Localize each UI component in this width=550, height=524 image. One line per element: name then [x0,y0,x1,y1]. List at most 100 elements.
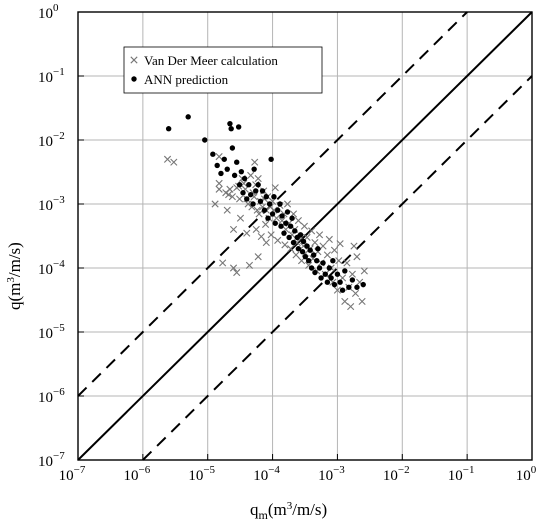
vdm-point [325,235,333,243]
vdm-point [215,179,223,187]
ann-point [165,126,172,132]
ann-point [326,265,333,271]
data-points [140,85,368,311]
vdm-point [228,193,236,201]
vdm-point [245,261,254,269]
vdm-point [254,174,262,183]
x-axis-label-superscript: 3 [287,500,293,512]
y-tick-label-base: 10 [38,326,53,342]
x-tick-label: 10−1 [448,464,475,484]
ann-point [334,271,341,277]
ann-point [214,162,220,169]
ann-point [324,279,331,285]
ann-point [234,159,240,165]
vdm-point [353,253,361,261]
ann-point [240,190,246,196]
ann-point [286,234,292,241]
x-tick-label-exponent: −3 [333,464,345,476]
ann-point [238,168,245,175]
y-tick-label-exponent: −3 [53,194,65,206]
x-tick-label-base: 10 [318,468,333,484]
ann-point [310,252,317,258]
vdm-point [308,227,316,235]
reference-line-dashed [142,75,533,461]
y-tick-label-exponent: −7 [53,450,65,462]
axis-ticks: 10−7 10−6 10−5 10−4 10−3 10−2 10−1 10010−710−61… [38,2,537,484]
x-axis-label-unit-start: (m [268,500,287,519]
vdm-point [244,200,252,208]
ann-point [284,209,291,215]
vdm-point [319,242,327,250]
vdm-point [287,245,295,253]
x-tick-label: 10−2 [383,464,410,484]
ann-point [229,145,236,151]
x-tick-label: 10−3 [318,464,345,484]
vdm-point [233,268,241,277]
ann-point [349,277,356,283]
ann-point [251,166,257,172]
ann-point [304,243,310,249]
ann-point [236,182,243,188]
ann-point [281,230,287,236]
vdm-point [257,232,265,241]
vdm-point [347,302,355,311]
y-tick-label: 10−6 [38,386,65,406]
vdm-point [351,289,360,298]
ann-point [257,198,264,205]
vdm-point [323,251,331,259]
ann-point [266,201,273,207]
vdm-point [348,270,356,278]
x-tick-label-exponent: −5 [203,464,215,476]
x-tick-label-base: 10 [188,468,203,484]
ann-point [246,182,252,188]
ann-point [295,246,302,252]
vdm-point [311,238,319,247]
vdm-point [350,242,358,250]
ann-point [279,213,285,219]
vdm-point [267,231,275,239]
ann-point [302,254,309,260]
vdm-point [226,185,234,193]
ann-point [221,156,227,162]
ann-point [185,114,191,120]
reference-line-dashed [77,11,468,397]
y-tick-label-exponent: −5 [53,322,65,334]
ann-point [308,265,315,271]
ann-point [231,172,238,179]
y-tick-label: 10−7 [38,450,65,470]
y-tick-label-base: 10 [38,70,53,86]
ann-point [316,265,323,271]
ann-point [202,137,208,143]
legend-label-ann: ANN prediction [144,72,229,87]
ann-point [287,223,294,229]
y-axis-label-superscript: 3 [5,277,17,283]
ann-point [307,247,313,253]
vdm-point [229,264,238,272]
vdm-point [333,286,342,294]
vdm-point [163,155,172,163]
y-tick-label-base: 10 [38,198,53,214]
x-tick-label-exponent: 0 [531,464,537,476]
legend-cross-glyph [130,56,138,64]
ann-point [265,215,271,221]
ann-point [271,194,277,200]
y-tick-label-exponent: −1 [53,66,65,78]
x-tick-label: 10−6 [123,464,150,484]
y-tick-label: 10−2 [38,130,65,150]
x-tick-label: 100 [516,464,537,484]
y-tick-label-exponent: −4 [53,258,65,270]
ann-point [277,201,283,207]
vdm-point [170,158,178,166]
ann-point [269,211,276,217]
ann-point [218,170,224,177]
x-tick-label-exponent: −4 [268,464,280,476]
legend-dot-glyph [131,76,137,82]
x-tick-label-base: 10 [516,468,531,484]
vdm-point [292,251,300,259]
vdm-point [251,158,259,166]
ann-point [328,275,334,281]
x-tick-label-exponent: −2 [398,464,410,476]
vdm-point [223,206,231,214]
vdm-point [300,222,309,230]
